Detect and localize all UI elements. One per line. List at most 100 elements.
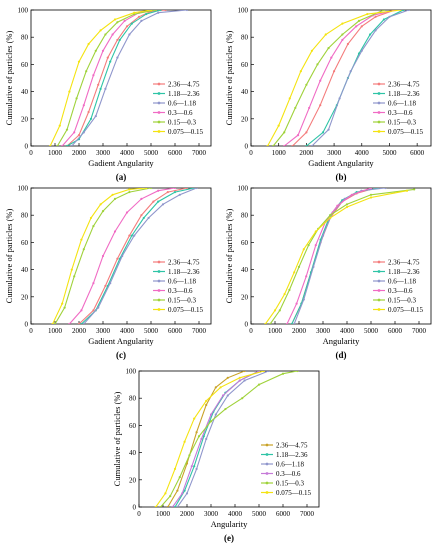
series-point [140, 19, 143, 22]
legend-entry: 0.3—0.6 [388, 287, 413, 295]
legend-marker [377, 270, 381, 273]
series-point [188, 454, 191, 457]
x-tick-label: 5000 [364, 327, 379, 335]
series-point [118, 38, 121, 42]
legend-marker [265, 443, 269, 447]
series-point [384, 188, 387, 190]
series-line-1 [167, 371, 245, 507]
series-point [94, 49, 97, 52]
series-point [224, 407, 227, 411]
series-point [369, 196, 373, 199]
plot-frame [30, 187, 212, 325]
series-line-5 [272, 10, 385, 146]
x-tick-label: 0 [29, 327, 33, 335]
x-tick-label: 3000 [327, 149, 342, 157]
series-point [116, 21, 119, 24]
series-point [200, 437, 203, 441]
legend-marker [265, 453, 269, 456]
series-point [113, 230, 117, 233]
series-point [369, 193, 373, 196]
series-point [53, 322, 57, 324]
series-line-3 [311, 10, 409, 146]
legend-entry: 2.36—4.75 [388, 81, 420, 89]
series-point [407, 10, 410, 12]
series-point [178, 475, 181, 479]
series-point [113, 197, 117, 200]
series-point [73, 275, 76, 278]
series-point [166, 505, 169, 507]
series-point [183, 440, 186, 443]
y-tick-label: 0 [133, 504, 137, 512]
series-point [382, 18, 386, 21]
series-point [123, 19, 126, 22]
x-tick-label: 5000 [382, 149, 397, 157]
series-point [195, 467, 198, 471]
series-point [116, 56, 119, 59]
series-point [238, 379, 241, 382]
legend-marker [265, 481, 269, 485]
x-tick-label: 3000 [96, 149, 111, 157]
x-tick-label: 4000 [228, 510, 243, 518]
series-point [113, 18, 117, 21]
series-point [341, 22, 344, 25]
series-point [283, 144, 286, 146]
series-point [157, 200, 160, 203]
y-axis-label: Cumulative of particles (%) [4, 209, 14, 304]
series-point [99, 87, 102, 90]
series-point [332, 70, 336, 73]
series-point [173, 505, 177, 507]
series-point [405, 189, 409, 192]
legend-marker [377, 298, 381, 302]
series-point [116, 38, 119, 42]
series-point [65, 128, 69, 131]
chart-panel-c: 0 1000 2000 3000 4000 5000 6000 7000 0 20 40 60 80 10… [4, 185, 212, 360]
series-point [314, 230, 317, 233]
series-point [205, 403, 208, 407]
series-point [267, 371, 270, 373]
legend-entry: 0.075—0.15 [168, 128, 204, 136]
series-point [63, 306, 66, 309]
legend-marker [377, 111, 381, 114]
y-tick-label: 0 [25, 143, 29, 151]
series-point [85, 70, 88, 73]
series-point [288, 97, 291, 100]
series-line-4 [283, 10, 396, 146]
series-point [173, 467, 177, 471]
series-point [277, 124, 280, 127]
panel-caption: (e) [224, 533, 234, 543]
plot-area [49, 10, 189, 146]
legend-entry: 0.3—0.6 [168, 109, 193, 117]
series-point [266, 144, 269, 146]
series-point [374, 29, 377, 32]
series-point [312, 265, 315, 268]
legend-entry: 0.15—0.3 [168, 297, 197, 305]
legend-entry: 1.18—2.36 [276, 451, 308, 459]
y-tick-label: 20 [129, 476, 137, 484]
x-tick-label: 4000 [355, 149, 370, 157]
legend-entry: 1.18—2.36 [168, 268, 200, 276]
legend-marker [377, 289, 381, 292]
series-point [360, 49, 363, 52]
series-point [209, 420, 213, 423]
x-tick-label: 6000 [168, 149, 183, 157]
y-tick-label: 100 [238, 185, 249, 193]
series-line-3 [176, 371, 269, 507]
series-point [214, 413, 217, 416]
legend-marker [157, 289, 161, 292]
y-tick-label: 80 [21, 34, 29, 42]
series-point [125, 25, 129, 28]
x-tick-label: 3000 [204, 510, 219, 518]
x-tick-label: 2000 [299, 149, 314, 157]
legend-entry: 0.6—1.18 [168, 278, 197, 286]
y-axis-label: Cumulative of particles (%) [112, 392, 122, 487]
series-point [70, 268, 73, 271]
y-tick-label: 20 [21, 293, 29, 301]
series-point [243, 379, 246, 382]
x-tick-label: 7000 [192, 149, 207, 157]
legend-entry: 0.6—1.18 [168, 100, 197, 108]
x-tick-label: 6000 [410, 149, 425, 157]
series-point [89, 117, 93, 120]
legend-marker [157, 308, 161, 311]
series-point [154, 10, 157, 12]
series-point [111, 193, 114, 196]
